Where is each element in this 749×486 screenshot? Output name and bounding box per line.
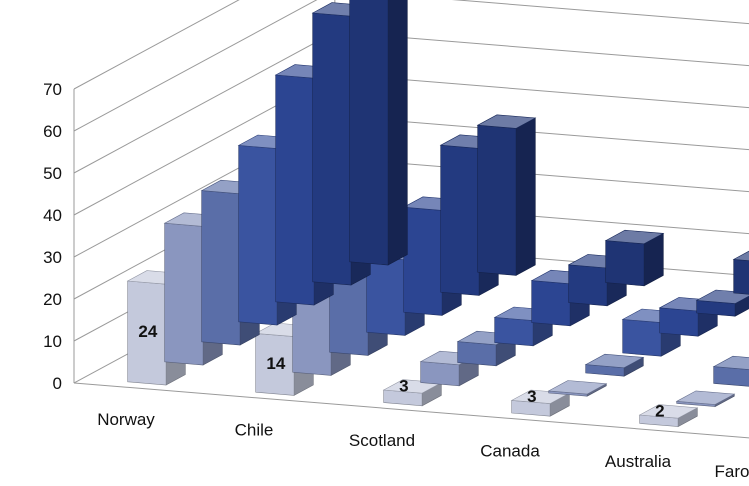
y-tick-label: 10	[43, 332, 62, 351]
bar-top	[638, 404, 699, 419]
bar-front	[440, 144, 480, 296]
bar-front	[275, 74, 315, 306]
bar	[604, 229, 665, 287]
category-label: Chile	[235, 421, 274, 440]
bar	[695, 289, 749, 317]
floor-edge	[73, 382, 749, 439]
bar-top	[476, 114, 537, 129]
y-tick-label: 20	[43, 290, 62, 309]
bar-top	[732, 250, 749, 261]
bar	[547, 380, 608, 397]
bar-front	[201, 190, 241, 346]
bar-front	[531, 280, 571, 327]
bar-front	[477, 124, 517, 276]
bar	[712, 355, 749, 387]
bar	[584, 353, 645, 377]
gridline	[73, 0, 240, 90]
y-axis: 0 10 20 30 40 50 60 70	[43, 80, 62, 393]
bar-front	[312, 12, 352, 286]
data-label: 24	[138, 322, 157, 341]
data-label: 3	[527, 387, 536, 406]
bar-front	[713, 366, 749, 387]
bar	[732, 250, 749, 295]
data-label: 14	[266, 354, 285, 373]
bar-front	[457, 341, 497, 367]
bar	[349, 0, 408, 266]
bar-front	[164, 222, 204, 366]
bar-front	[366, 256, 406, 336]
y-tick-label: 0	[53, 374, 62, 393]
bar-front	[494, 317, 534, 347]
bar-side	[515, 117, 536, 276]
y-tick-label: 50	[43, 164, 62, 183]
bar-front	[403, 206, 443, 316]
category-label: Australia	[605, 452, 672, 471]
bar-front	[659, 307, 699, 337]
bar-front	[568, 264, 608, 307]
data-labels: 24143322	[138, 322, 664, 421]
data-label: 2	[655, 402, 664, 421]
bar	[476, 114, 537, 276]
bar-side	[387, 0, 408, 266]
bar	[638, 404, 699, 428]
category-label: Norway	[97, 410, 155, 429]
bar-top	[584, 353, 645, 369]
bar-top	[712, 355, 749, 370]
y-tick-label: 70	[43, 80, 62, 99]
category-label: Scotland	[349, 431, 415, 450]
bar-top	[547, 380, 608, 395]
category-label: Canada	[480, 441, 540, 460]
category-label: Faroe Islands	[715, 462, 749, 481]
bar-front	[349, 0, 389, 266]
bar-top	[604, 229, 665, 245]
bar-front	[733, 259, 749, 295]
bar-front	[238, 145, 278, 326]
bar-front	[605, 240, 645, 287]
bar	[675, 390, 736, 408]
y-tick-label: 60	[43, 122, 62, 141]
bars	[126, 0, 749, 428]
gridline	[73, 31, 749, 174]
data-label: 3	[399, 377, 408, 396]
bar-front	[420, 361, 460, 387]
y-tick-label: 30	[43, 248, 62, 267]
bar-front	[622, 319, 662, 357]
y-tick-label: 40	[43, 206, 62, 225]
gridline	[73, 0, 749, 132]
bar-top	[675, 390, 736, 405]
x-axis-categories: Norway Chile Scotland Canada Australia Faroe …	[97, 410, 749, 481]
gridline	[73, 73, 749, 216]
